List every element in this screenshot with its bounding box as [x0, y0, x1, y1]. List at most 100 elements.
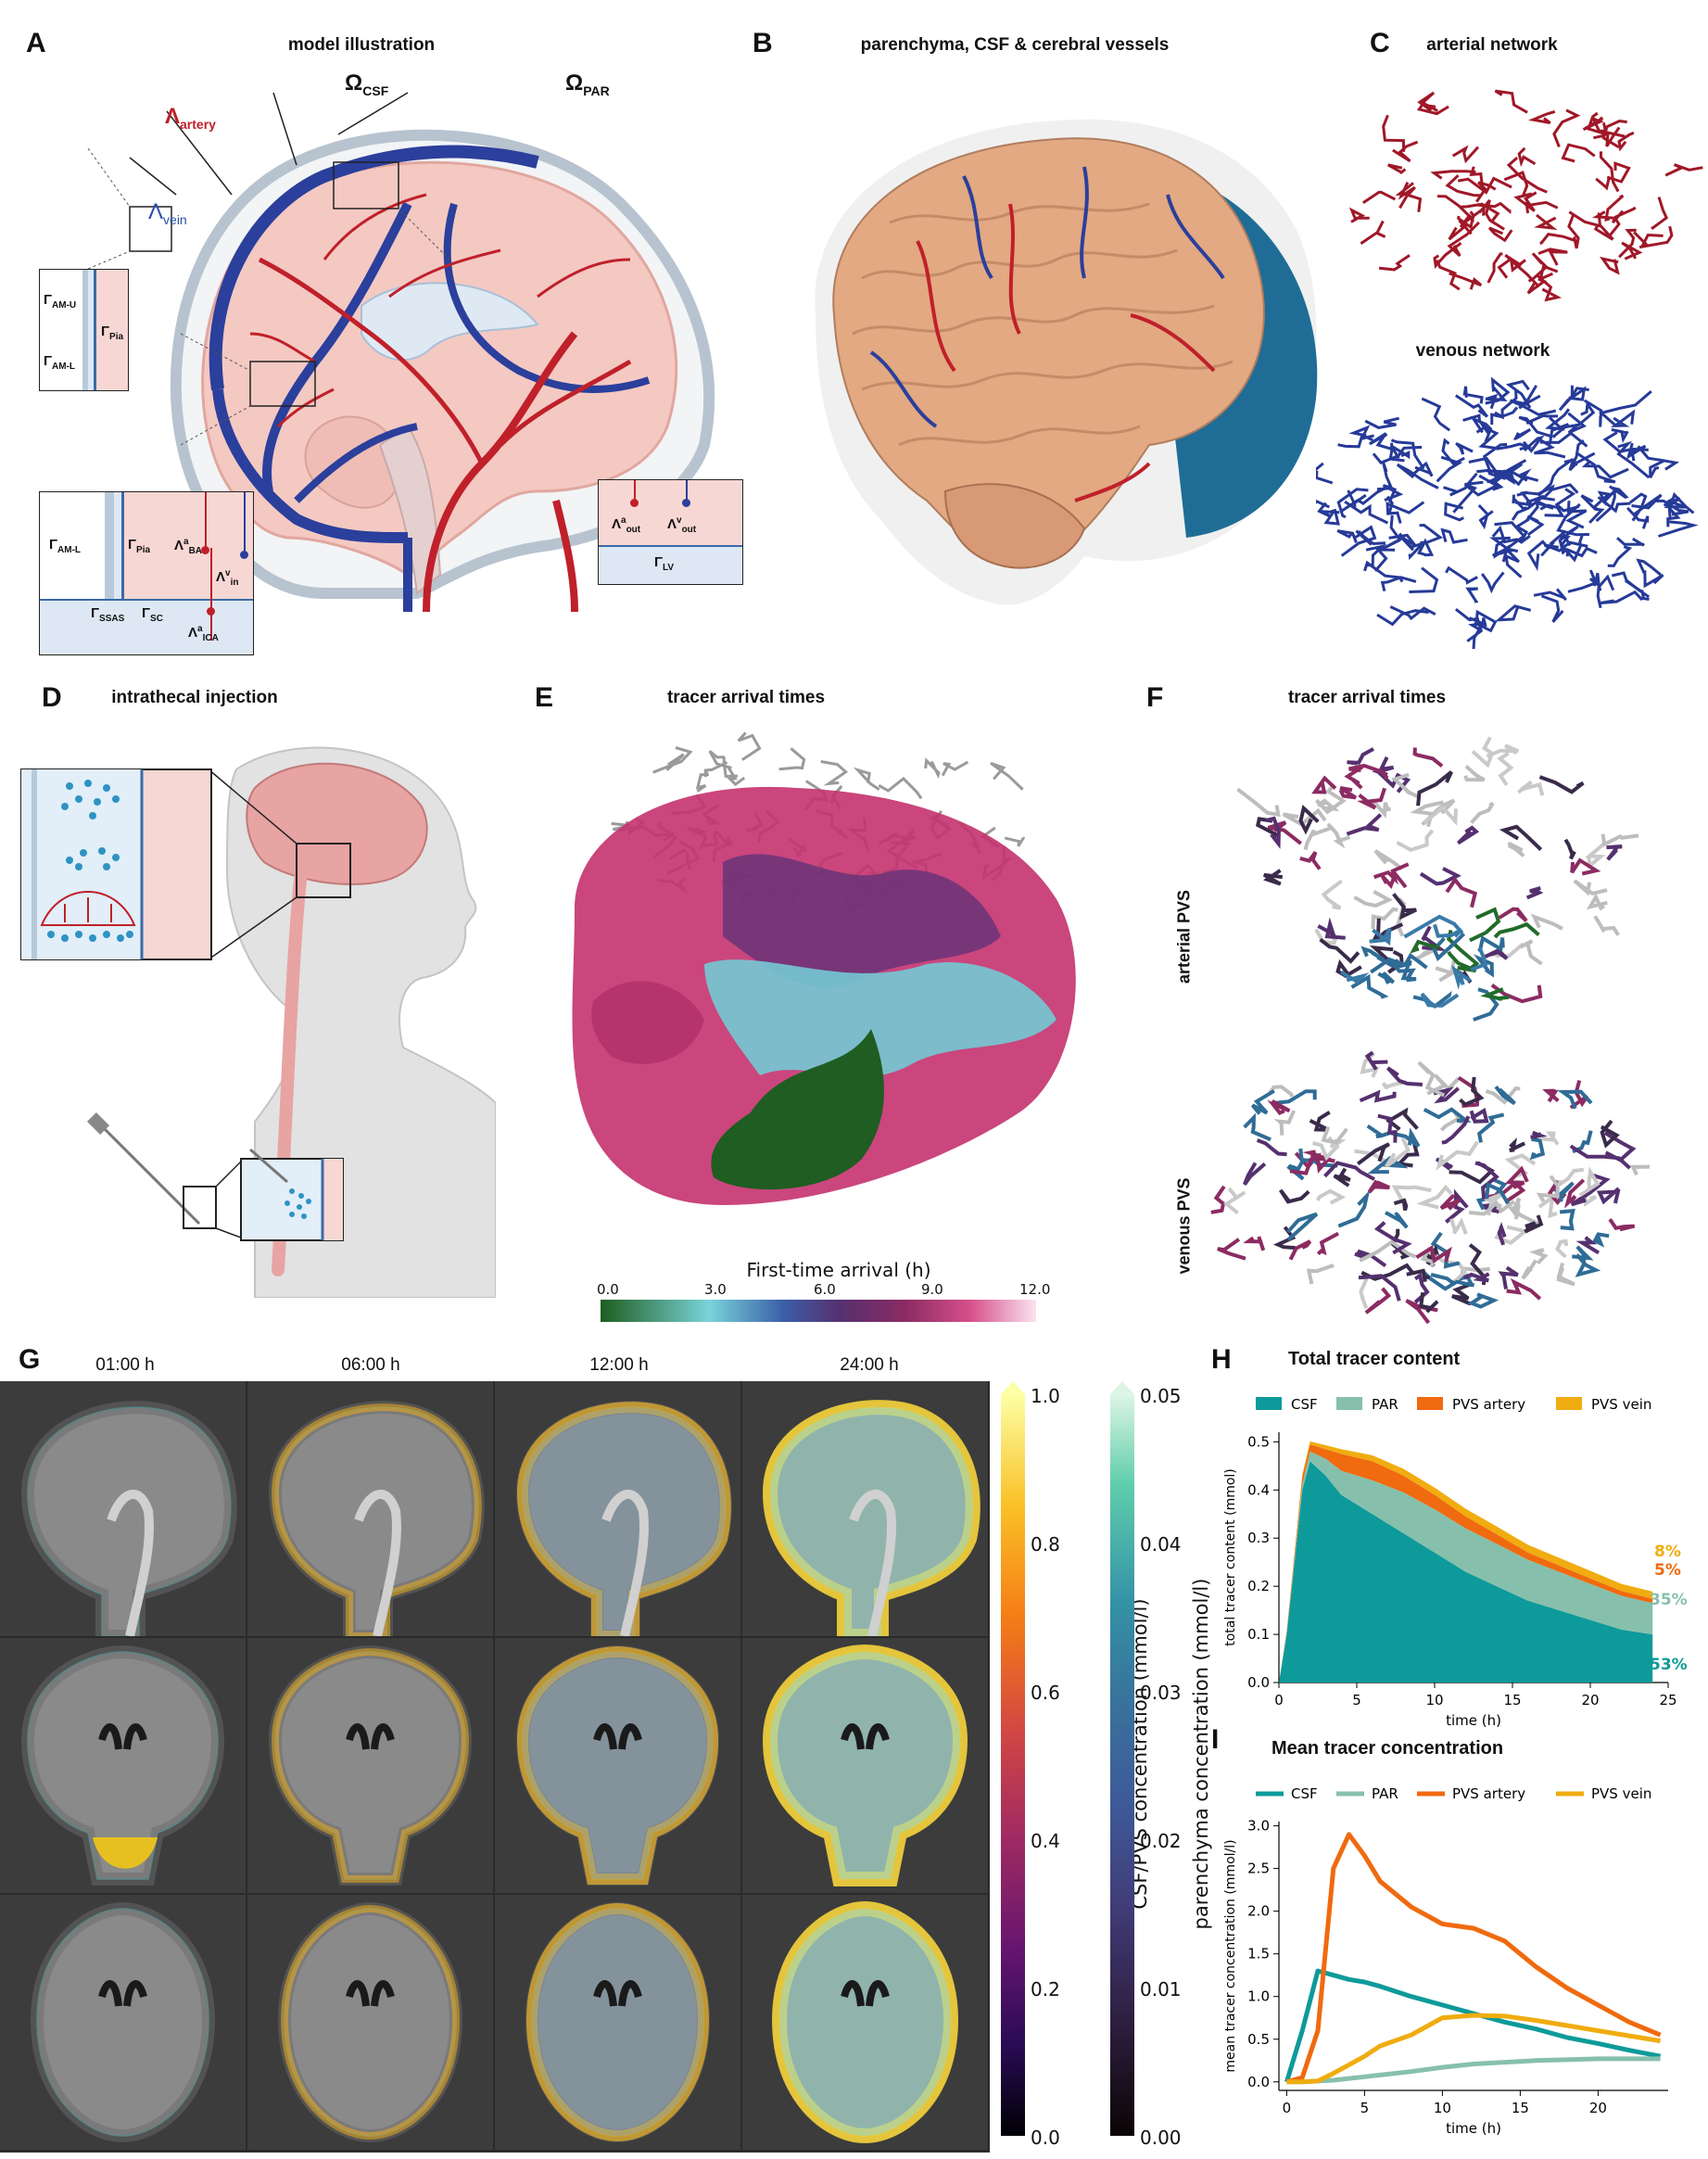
- legend-label: PAR: [1372, 1396, 1398, 1413]
- time-header-2: 06:00 h: [341, 1355, 400, 1375]
- brainstem: [378, 425, 442, 595]
- ventricle: [361, 282, 539, 362]
- csf-pvs-colorbar: [1001, 1394, 1025, 2136]
- legend-swatch: [1256, 1397, 1282, 1410]
- y-tick-label: 0.4: [1247, 1481, 1270, 1498]
- legend-label: PVS vein: [1591, 1396, 1651, 1413]
- y-tick-label: 1.0: [1247, 1988, 1270, 2005]
- mri-slice: [0, 1381, 246, 1636]
- pct-pvs-vein: 8%: [1654, 1543, 1681, 1561]
- x-tick-label: 20: [1581, 1692, 1599, 1708]
- mri-slice: [247, 1381, 493, 1636]
- vertebral-artery: [552, 500, 578, 613]
- artery-small-branches: [249, 193, 631, 428]
- line-series: [1286, 2013, 1662, 2085]
- venous-network-title: venous network: [1415, 341, 1550, 361]
- mri-slice: [0, 1638, 246, 1893]
- chart-mean-tracer-concentration: CSF PAR PVS artery PVS vein 0 5 10 15 20 0.0 0.5 1.…: [1223, 1785, 1668, 2137]
- lv-gamma-lv: ΓLV: [654, 554, 675, 573]
- chart-legend: CSF PAR PVS artery PVS vein: [1256, 1396, 1651, 1413]
- y-tick-label: 0.1: [1247, 1626, 1270, 1643]
- venous-pvs-label: venous PVS: [1174, 1177, 1194, 1275]
- arrival-colorbar-ticks: 0.0 3.0 6.0 9.0 12.0: [597, 1281, 1051, 1298]
- artery-branch-1: [258, 257, 485, 465]
- base-gamma-sc: ΓSC: [142, 605, 163, 624]
- needle: [95, 1120, 201, 1226]
- y-tick-label: 0.0: [1247, 2074, 1270, 2090]
- mri-slice: [742, 1895, 988, 2150]
- omega-par-label: ΩPAR: [565, 70, 610, 98]
- pct-pvs-artery: 5%: [1654, 1561, 1681, 1580]
- panel-letter-h: H: [1211, 1344, 1232, 1375]
- y-axis-label: mean tracer concentration (mmol/l): [1223, 1839, 1238, 2072]
- surface-arteries: [916, 203, 1216, 502]
- inset-ventricle: Λaout Λvout ΓLV: [598, 479, 743, 585]
- chart-legend: CSF PAR PVS artery PVS vein: [1256, 1785, 1651, 1802]
- x-tick-label: 25: [1659, 1692, 1676, 1708]
- arterial-network: [1348, 89, 1703, 302]
- legend-label: PVS artery: [1452, 1785, 1525, 1802]
- base-lambda-ba: ΛaBA: [174, 537, 203, 556]
- mri-slice: [0, 1895, 246, 2150]
- legend-label: CSF: [1291, 1396, 1318, 1413]
- y-tick-label: 2.0: [1247, 1903, 1270, 1920]
- artery-branch-2: [499, 359, 632, 447]
- legend-label: PAR: [1372, 1785, 1398, 1802]
- lv-lambda-aout: Λaout: [612, 515, 641, 535]
- x-tick-label: 5: [1360, 2100, 1370, 2116]
- parenchyma-colorbar-extend: [1110, 1381, 1134, 1394]
- mri-slice: [247, 1895, 493, 2150]
- mri-grid: [0, 1381, 990, 2153]
- arrival-colorbar: [601, 1300, 1036, 1322]
- panel-f-title: tracer arrival times: [1287, 688, 1447, 707]
- panel-letter-f: F: [1146, 682, 1164, 713]
- area-series: [1279, 1451, 1653, 1683]
- panel-c-title: arterial network: [1426, 35, 1558, 55]
- x-axis-label: time (h): [1446, 2120, 1501, 2137]
- arterial-pvs-label: arterial PVS: [1174, 889, 1194, 984]
- panel-letter-c: C: [1370, 28, 1390, 58]
- base-lambda-in: Λvin: [216, 568, 239, 588]
- tracer-arrival-3d: [572, 731, 1076, 1205]
- x-tick-label: 20: [1589, 2100, 1607, 2116]
- y-tick-label: 0.0: [1247, 1674, 1270, 1691]
- panel-letter-b: B: [753, 28, 773, 58]
- superior-sagittal-sinus: [209, 145, 539, 390]
- tracer-particles: [47, 780, 133, 942]
- x-tick-label: 5: [1352, 1692, 1361, 1708]
- panel-letter-d: D: [42, 682, 62, 713]
- venous-pvs-network: [1210, 1050, 1650, 1325]
- x-tick-label: 10: [1425, 1692, 1443, 1708]
- surface-veins: [869, 166, 1225, 428]
- pct-csf: 53%: [1650, 1656, 1688, 1674]
- panel-letter-e: E: [535, 682, 554, 713]
- gamma-aml-label: ΓAM-L: [44, 353, 76, 372]
- y-tick-label: 0.2: [1247, 1578, 1270, 1594]
- x-tick-label: 15: [1503, 1692, 1521, 1708]
- lv-lambda-vout: Λvout: [667, 515, 697, 535]
- parenchyma-colorbar-label: parenchyma concentration (mmol/l): [1190, 1578, 1212, 1930]
- csf-pvs-colorbar-extend: [1001, 1381, 1025, 1394]
- legend-label: CSF: [1291, 1785, 1318, 1802]
- legend-swatch: [1417, 1397, 1443, 1410]
- zoom-box-base: [249, 361, 316, 407]
- cerebellum-3d: [943, 483, 1086, 569]
- line-series: [1286, 2056, 1661, 2085]
- gamma-pia-label: ΓPia: [101, 324, 124, 342]
- panel-a-title: model illustration: [287, 35, 436, 55]
- area-series: [1279, 1461, 1653, 1683]
- brain-3d-render: [815, 119, 1318, 605]
- pct-par: 35%: [1650, 1591, 1688, 1609]
- zoom-box-am: [129, 206, 172, 252]
- panel-letter-i: I: [1211, 1724, 1220, 1755]
- base-lambda-ica: ΛaICA: [188, 624, 219, 643]
- panel-b-title: parenchyma, CSF & cerebral vessels: [860, 35, 1170, 55]
- y-tick-label: 0.5: [1247, 1433, 1270, 1450]
- legend-swatch: [1556, 1397, 1582, 1410]
- base-gamma-pia: ΓPia: [128, 537, 151, 555]
- lambda-artery-label: Λartery: [165, 104, 216, 132]
- mri-slice: [742, 1381, 988, 1636]
- x-tick-label: 0: [1283, 2100, 1292, 2116]
- x-tick-label: 15: [1512, 2100, 1529, 2116]
- time-header-1: 01:00 h: [95, 1355, 155, 1375]
